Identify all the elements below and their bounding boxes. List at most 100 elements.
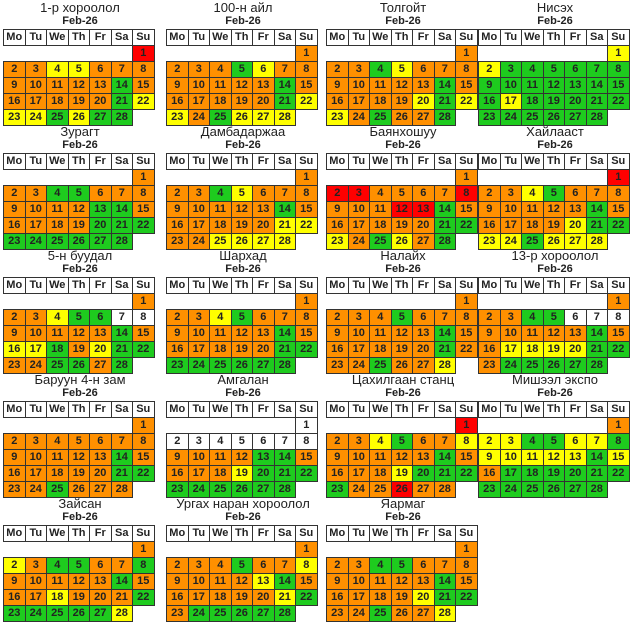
day-cell[interactable]: 18 bbox=[209, 217, 232, 234]
day-cell[interactable]: 12 bbox=[230, 77, 253, 94]
day-cell[interactable]: 23 bbox=[3, 109, 26, 126]
day-cell[interactable]: 6 bbox=[89, 185, 112, 202]
day-cell[interactable]: 1 bbox=[132, 417, 155, 434]
day-cell[interactable]: 4 bbox=[46, 557, 69, 574]
day-cell[interactable]: 1 bbox=[295, 45, 318, 62]
day-cell[interactable]: 24 bbox=[24, 481, 47, 498]
day-cell[interactable]: 16 bbox=[166, 93, 189, 110]
day-cell[interactable]: 4 bbox=[46, 433, 69, 450]
day-cell[interactable]: 25 bbox=[209, 233, 232, 250]
day-cell[interactable]: 3 bbox=[499, 433, 522, 450]
day-cell[interactable]: 11 bbox=[369, 573, 392, 590]
day-cell[interactable]: 24 bbox=[187, 357, 210, 374]
day-cell[interactable]: 25 bbox=[46, 357, 69, 374]
day-cell[interactable]: 11 bbox=[209, 449, 232, 466]
day-cell[interactable]: 4 bbox=[209, 185, 232, 202]
day-cell[interactable]: 7 bbox=[273, 61, 296, 78]
day-cell[interactable]: 7 bbox=[273, 185, 296, 202]
day-cell[interactable]: 1 bbox=[295, 293, 318, 310]
day-cell[interactable]: 5 bbox=[67, 557, 90, 574]
day-cell[interactable]: 10 bbox=[347, 77, 370, 94]
day-cell[interactable]: 15 bbox=[607, 201, 630, 218]
day-cell[interactable]: 23 bbox=[166, 357, 189, 374]
day-cell[interactable]: 23 bbox=[3, 605, 26, 622]
day-cell[interactable]: 4 bbox=[209, 433, 232, 450]
day-cell[interactable]: 18 bbox=[369, 93, 392, 110]
day-cell[interactable]: 2 bbox=[478, 61, 501, 78]
day-cell[interactable]: 24 bbox=[347, 357, 370, 374]
day-cell[interactable]: 8 bbox=[455, 61, 478, 78]
day-cell[interactable]: 15 bbox=[132, 201, 155, 218]
day-cell[interactable]: 17 bbox=[187, 465, 210, 482]
day-cell[interactable]: 3 bbox=[187, 309, 210, 326]
day-cell[interactable]: 9 bbox=[166, 77, 189, 94]
day-cell[interactable]: 22 bbox=[295, 341, 318, 358]
day-cell[interactable]: 23 bbox=[326, 109, 349, 126]
day-cell[interactable]: 27 bbox=[89, 357, 112, 374]
day-cell[interactable]: 24 bbox=[499, 481, 522, 498]
day-cell[interactable]: 6 bbox=[564, 185, 587, 202]
day-cell[interactable]: 14 bbox=[433, 77, 456, 94]
day-cell[interactable]: 16 bbox=[166, 465, 189, 482]
day-cell[interactable]: 13 bbox=[564, 77, 587, 94]
day-cell[interactable]: 26 bbox=[67, 481, 90, 498]
day-cell[interactable]: 15 bbox=[455, 449, 478, 466]
day-cell[interactable]: 28 bbox=[110, 233, 133, 250]
day-cell[interactable]: 22 bbox=[455, 93, 478, 110]
day-cell[interactable]: 1 bbox=[455, 45, 478, 62]
day-cell[interactable]: 22 bbox=[295, 93, 318, 110]
day-cell[interactable]: 8 bbox=[295, 61, 318, 78]
day-cell[interactable]: 7 bbox=[110, 433, 133, 450]
day-cell[interactable]: 20 bbox=[89, 217, 112, 234]
day-cell[interactable]: 21 bbox=[585, 217, 608, 234]
day-cell[interactable]: 21 bbox=[110, 217, 133, 234]
day-cell[interactable]: 10 bbox=[187, 573, 210, 590]
day-cell[interactable]: 6 bbox=[412, 185, 435, 202]
day-cell[interactable]: 3 bbox=[499, 309, 522, 326]
day-cell[interactable]: 21 bbox=[110, 465, 133, 482]
day-cell[interactable]: 16 bbox=[166, 217, 189, 234]
day-cell[interactable]: 12 bbox=[67, 201, 90, 218]
day-cell[interactable]: 28 bbox=[433, 605, 456, 622]
day-cell[interactable]: 19 bbox=[67, 217, 90, 234]
day-cell[interactable]: 22 bbox=[455, 341, 478, 358]
day-cell[interactable]: 2 bbox=[478, 309, 501, 326]
day-cell[interactable]: 21 bbox=[585, 465, 608, 482]
day-cell[interactable]: 19 bbox=[67, 465, 90, 482]
day-cell[interactable]: 15 bbox=[455, 325, 478, 342]
day-cell[interactable]: 15 bbox=[455, 573, 478, 590]
day-cell[interactable]: 27 bbox=[564, 357, 587, 374]
day-cell[interactable]: 16 bbox=[3, 465, 26, 482]
day-cell[interactable]: 7 bbox=[585, 61, 608, 78]
day-cell[interactable]: 18 bbox=[369, 465, 392, 482]
day-cell[interactable]: 23 bbox=[166, 233, 189, 250]
day-cell[interactable]: 12 bbox=[390, 201, 413, 218]
day-cell[interactable]: 15 bbox=[607, 77, 630, 94]
day-cell[interactable]: 28 bbox=[273, 357, 296, 374]
day-cell[interactable]: 25 bbox=[369, 233, 392, 250]
day-cell[interactable]: 20 bbox=[252, 93, 275, 110]
day-cell[interactable]: 6 bbox=[564, 61, 587, 78]
day-cell[interactable]: 17 bbox=[347, 93, 370, 110]
day-cell[interactable]: 28 bbox=[585, 357, 608, 374]
day-cell[interactable]: 26 bbox=[67, 357, 90, 374]
day-cell[interactable]: 3 bbox=[347, 61, 370, 78]
day-cell[interactable]: 4 bbox=[46, 309, 69, 326]
day-cell[interactable]: 27 bbox=[412, 605, 435, 622]
day-cell[interactable]: 3 bbox=[24, 185, 47, 202]
day-cell[interactable]: 22 bbox=[295, 465, 318, 482]
day-cell[interactable]: 5 bbox=[390, 61, 413, 78]
day-cell[interactable]: 14 bbox=[585, 449, 608, 466]
day-cell[interactable]: 14 bbox=[110, 325, 133, 342]
day-cell[interactable]: 3 bbox=[499, 185, 522, 202]
day-cell[interactable]: 26 bbox=[542, 481, 565, 498]
day-cell[interactable]: 21 bbox=[433, 465, 456, 482]
day-cell[interactable]: 3 bbox=[24, 61, 47, 78]
day-cell[interactable]: 3 bbox=[187, 557, 210, 574]
day-cell[interactable]: 20 bbox=[89, 465, 112, 482]
day-cell[interactable]: 10 bbox=[347, 449, 370, 466]
day-cell[interactable]: 9 bbox=[478, 201, 501, 218]
day-cell[interactable]: 15 bbox=[132, 573, 155, 590]
day-cell[interactable]: 16 bbox=[166, 589, 189, 606]
day-cell[interactable]: 28 bbox=[273, 233, 296, 250]
